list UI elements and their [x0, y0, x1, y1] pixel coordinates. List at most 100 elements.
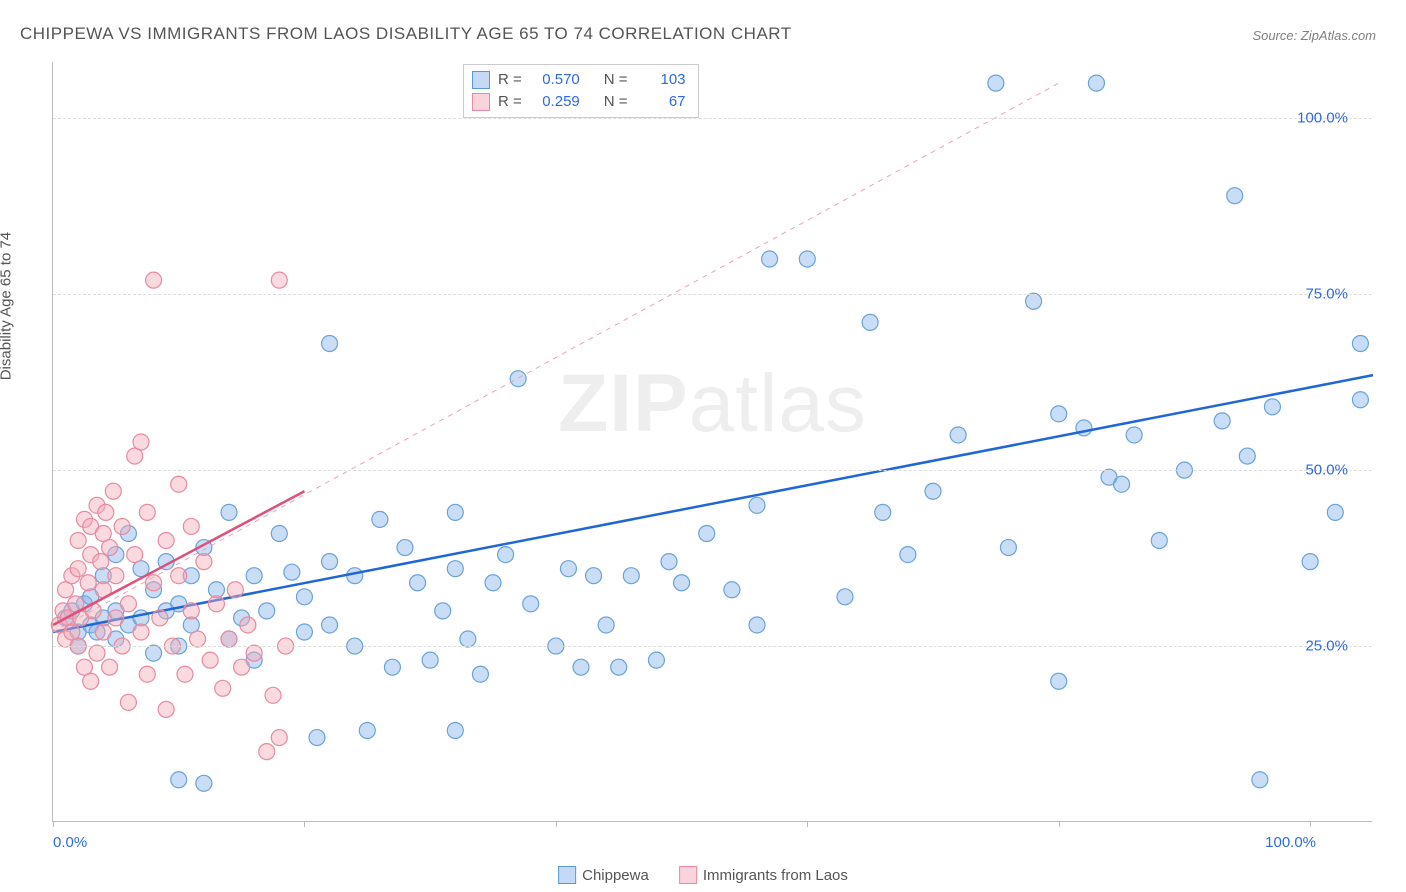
- data-point: [183, 603, 199, 619]
- data-point: [410, 575, 426, 591]
- data-point: [171, 568, 187, 584]
- data-point: [98, 504, 114, 520]
- data-point: [146, 575, 162, 591]
- data-point: [1151, 533, 1167, 549]
- data-point: [108, 610, 124, 626]
- data-point: [1114, 476, 1130, 492]
- data-point: [80, 575, 96, 591]
- swatch-pink-icon: [679, 866, 697, 884]
- data-point: [158, 533, 174, 549]
- xtick-label: 100.0%: [1265, 834, 1316, 851]
- data-point: [724, 582, 740, 598]
- source-attribution: Source: ZipAtlas.com: [1252, 28, 1376, 43]
- data-point: [227, 582, 243, 598]
- data-point: [146, 645, 162, 661]
- data-point: [133, 624, 149, 640]
- xtick: [807, 821, 808, 827]
- data-point: [246, 568, 262, 584]
- gridline-h: [53, 470, 1372, 471]
- data-point: [1302, 554, 1318, 570]
- data-point: [862, 314, 878, 330]
- data-point: [265, 687, 281, 703]
- data-point: [900, 547, 916, 563]
- data-point: [799, 251, 815, 267]
- chart-plot-area: ZIPatlas R = 0.570 N = 103 R = 0.259 N =…: [52, 62, 1372, 822]
- data-point: [359, 723, 375, 739]
- data-point: [296, 624, 312, 640]
- gridline-h: [53, 118, 1372, 119]
- xtick: [53, 821, 54, 827]
- ytick-label: 50.0%: [1305, 462, 1348, 479]
- data-point: [127, 547, 143, 563]
- data-point: [70, 533, 86, 549]
- ytick-label: 100.0%: [1297, 110, 1348, 127]
- data-point: [498, 547, 514, 563]
- data-point: [309, 730, 325, 746]
- data-point: [146, 272, 162, 288]
- scatter-svg: [53, 62, 1372, 821]
- data-point: [190, 631, 206, 647]
- data-point: [95, 624, 111, 640]
- data-point: [177, 666, 193, 682]
- data-point: [1126, 427, 1142, 443]
- data-point: [1352, 335, 1368, 351]
- data-point: [925, 483, 941, 499]
- data-point: [105, 483, 121, 499]
- data-point: [208, 596, 224, 612]
- data-point: [271, 730, 287, 746]
- chart-title: CHIPPEWA VS IMMIGRANTS FROM LAOS DISABIL…: [20, 24, 792, 44]
- data-point: [435, 603, 451, 619]
- data-point: [183, 518, 199, 534]
- trendline: [53, 375, 1373, 632]
- y-axis-label: Disability Age 65 to 74: [0, 232, 15, 380]
- data-point: [510, 371, 526, 387]
- data-point: [120, 596, 136, 612]
- data-point: [623, 568, 639, 584]
- legend-label-chippewa: Chippewa: [582, 867, 649, 884]
- data-point: [875, 504, 891, 520]
- xtick-label: 0.0%: [53, 834, 87, 851]
- swatch-blue-icon: [558, 866, 576, 884]
- data-point: [102, 540, 118, 556]
- data-point: [171, 772, 187, 788]
- data-point: [89, 645, 105, 661]
- data-point: [447, 723, 463, 739]
- data-point: [1227, 188, 1243, 204]
- data-point: [196, 775, 212, 791]
- data-point: [139, 504, 155, 520]
- data-point: [762, 251, 778, 267]
- data-point: [611, 659, 627, 675]
- data-point: [202, 652, 218, 668]
- data-point: [322, 617, 338, 633]
- data-point: [661, 554, 677, 570]
- data-point: [196, 554, 212, 570]
- data-point: [93, 554, 109, 570]
- data-point: [70, 561, 86, 577]
- data-point: [560, 561, 576, 577]
- data-point: [472, 666, 488, 682]
- gridline-h: [53, 294, 1372, 295]
- data-point: [699, 525, 715, 541]
- data-point: [347, 568, 363, 584]
- data-point: [1352, 392, 1368, 408]
- data-point: [259, 744, 275, 760]
- data-point: [1088, 75, 1104, 91]
- legend-label-laos: Immigrants from Laos: [703, 867, 848, 884]
- data-point: [988, 75, 1004, 91]
- data-point: [284, 564, 300, 580]
- ytick-label: 25.0%: [1305, 638, 1348, 655]
- data-point: [133, 434, 149, 450]
- gridline-h: [53, 646, 1372, 647]
- data-point: [598, 617, 614, 633]
- legend-item-laos: Immigrants from Laos: [679, 866, 848, 884]
- data-point: [1264, 399, 1280, 415]
- data-point: [1252, 772, 1268, 788]
- data-point: [1214, 413, 1230, 429]
- data-point: [573, 659, 589, 675]
- data-point: [1051, 673, 1067, 689]
- data-point: [422, 652, 438, 668]
- data-point: [586, 568, 602, 584]
- ytick-label: 75.0%: [1305, 286, 1348, 303]
- data-point: [372, 511, 388, 527]
- xtick: [1059, 821, 1060, 827]
